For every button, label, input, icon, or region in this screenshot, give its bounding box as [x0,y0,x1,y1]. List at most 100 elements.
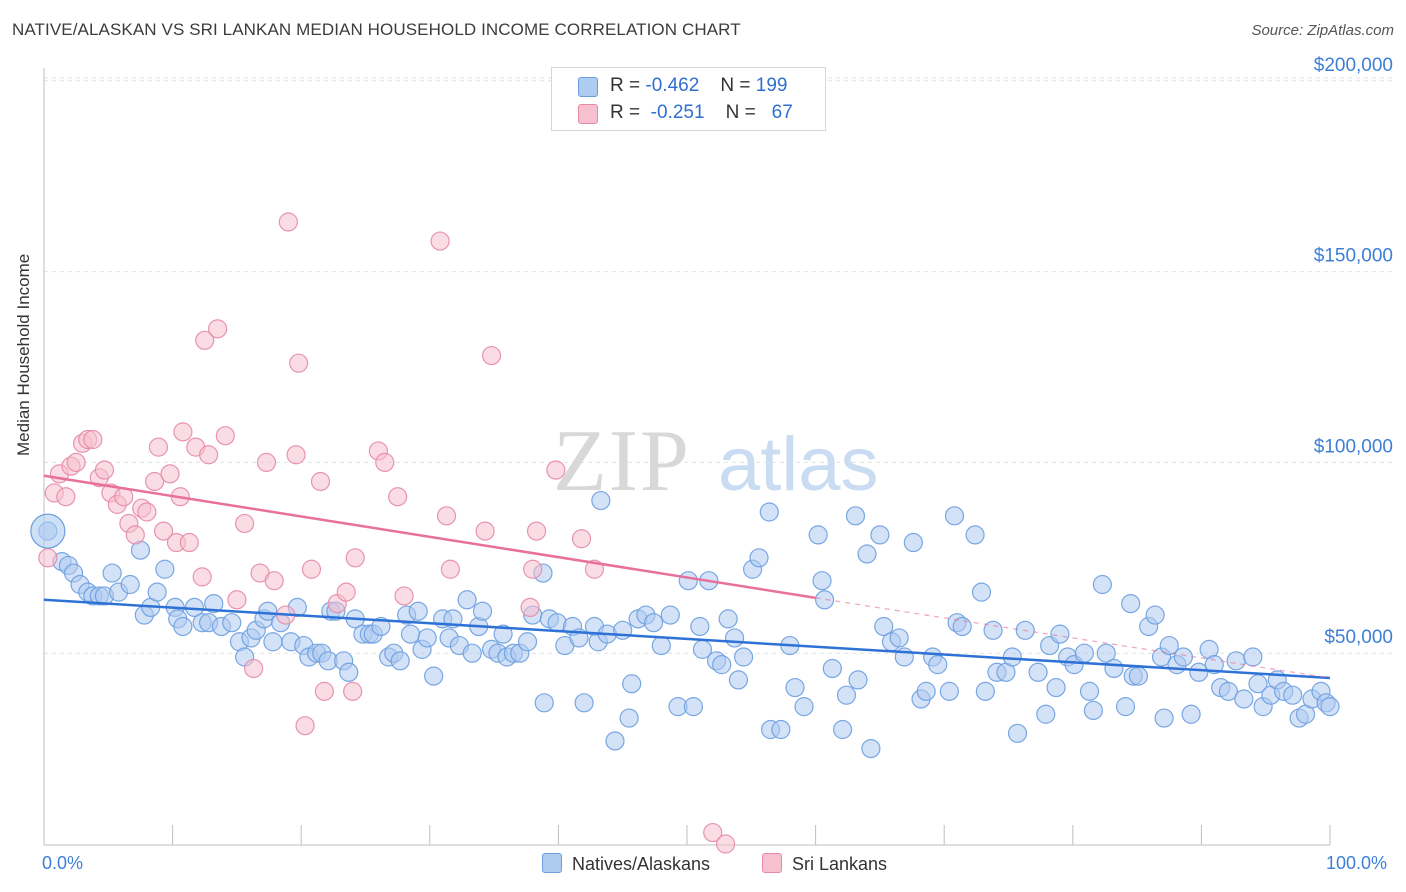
srilankans-point [125,525,145,545]
natives-point [759,502,779,522]
natives-point [1007,723,1028,743]
natives-point [591,490,611,511]
natives-point [1079,681,1100,701]
srilankans-point [179,532,199,553]
series-legend-natives[interactable]: Natives/Alaskans [542,853,710,875]
natives-point [1226,651,1246,671]
srilankans-point [195,330,215,350]
srilankans-point [546,460,566,480]
natives-point [619,708,639,728]
srilankans-point [336,582,356,602]
natives-point [718,609,738,629]
srilankans-point [208,319,228,339]
natives-point [971,582,992,602]
natives-point [605,731,625,751]
natives-point [400,624,421,644]
legend-n-label: N = [720,75,751,96]
srilankans-point [148,437,169,457]
srilankans-point [199,445,219,465]
natives-point [1104,658,1124,679]
y-tick-label: $200,000 [1314,55,1393,76]
y-tick-label: $150,000 [1314,246,1393,267]
natives-point [204,593,224,614]
natives-point [808,525,828,545]
chart-title: NATIVE/ALASKAN VS SRI LANKAN MEDIAN HOUS… [12,20,741,39]
natives-point [889,628,909,648]
srilankans-point [66,452,86,472]
srilankans-point [94,460,115,480]
chart-source: Source: ZipAtlas.com [1251,22,1394,39]
srilankans-point [343,681,363,701]
natives-point [1096,643,1116,663]
natives-point [147,582,167,602]
natives-point [1036,704,1056,724]
y-tick-label: $100,000 [1314,436,1393,457]
natives-point [712,655,732,675]
natives-point [965,525,985,545]
srilankans-point [137,502,157,522]
natives-point [339,662,359,682]
natives-point [845,506,866,526]
srilankans-point [703,822,723,843]
srilankans-trend-extension [815,597,1331,679]
srilankans-point [244,658,264,679]
natives-point [678,571,698,591]
natives-point [643,613,664,633]
srilankans-point [160,464,180,484]
legend-r-value: -0.251 [650,102,705,123]
srilankans-point [278,212,298,232]
natives-point [728,670,749,690]
legend-r-value: -0.462 [645,75,700,96]
srilankans-point [375,452,395,472]
natives-swatch [542,853,562,873]
srilankans-point [256,452,277,472]
natives-point [1320,697,1340,717]
natives-point [861,738,881,759]
natives-point [1128,666,1148,686]
natives-point [749,548,769,568]
natives-legend-label: Natives/Alaskans [572,854,711,874]
natives-point [1234,689,1254,709]
srilankans-legend-label: Sri Lankans [792,854,888,874]
srilankans-point [430,231,450,251]
natives-point [1115,697,1136,717]
srilankans-trend-line [43,474,816,600]
natives-point [1028,662,1048,682]
natives-point [975,681,995,701]
natives-point [1050,624,1070,644]
y-tick-labels: $50,000 $100,000 $150,000 $200,000 [1314,55,1393,648]
natives-trend-line [43,598,1331,680]
natives-point [733,647,754,667]
srilankans-point [440,559,460,579]
srilankans-point [475,521,495,541]
watermark-zip: ZIP [553,413,691,510]
srilankans-point [481,345,502,366]
axes [43,68,1331,846]
natives-point [120,574,140,595]
natives-point [1074,643,1094,663]
natives-point [903,532,923,553]
natives-point [683,697,704,717]
natives-point [1145,605,1165,625]
natives-point [102,563,122,583]
natives-point [1181,704,1201,724]
srilankans-point [289,353,309,373]
natives-points [30,490,1340,759]
natives-point-cluster [30,513,66,549]
natives-point [517,632,538,652]
series-legend-srilankans[interactable]: Sri Lankans [762,853,887,875]
srilankans-point [295,716,315,736]
srilankans-swatch [762,853,782,873]
srilankans-point [235,513,255,534]
legend-swatch-srilankans [578,104,598,124]
srilankans-point [153,521,174,541]
natives-point [870,525,890,545]
srilankans-point [310,471,331,492]
natives-point [1204,655,1224,675]
natives-point [258,601,278,621]
srilankans-point [192,567,212,587]
natives-point [794,697,814,717]
srilankans-point [83,429,103,450]
natives-point [574,693,594,713]
srilankans-point [394,586,414,606]
